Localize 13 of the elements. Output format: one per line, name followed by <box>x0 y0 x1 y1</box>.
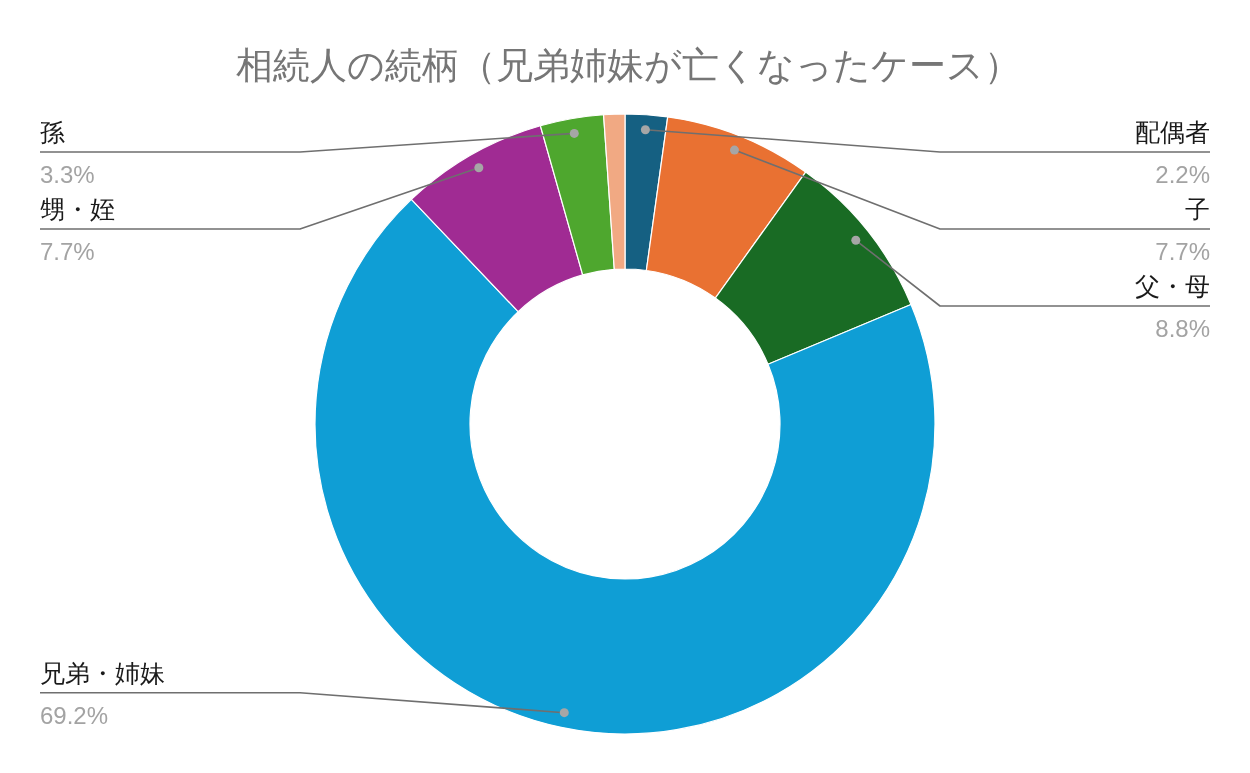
category-label: 父・母 <box>1135 272 1210 300</box>
category-label: 子 <box>1185 195 1210 223</box>
value-label: 7.7% <box>1155 238 1210 265</box>
category-label: 配偶者 <box>1135 118 1210 146</box>
title: 相続人の続柄（兄弟姉妹が亡くなったケース） <box>235 45 1021 86</box>
value-label: 7.7% <box>40 238 95 265</box>
value-label: 3.3% <box>40 161 95 188</box>
value-label: 69.2% <box>40 701 109 729</box>
category-label: 孫 <box>40 118 65 146</box>
value-label: 8.8% <box>1155 315 1210 342</box>
category-label: 兄弟・姉妹 <box>40 658 165 687</box>
category-label: 甥・姪 <box>40 195 115 223</box>
value-label: 2.2% <box>1155 161 1210 188</box>
